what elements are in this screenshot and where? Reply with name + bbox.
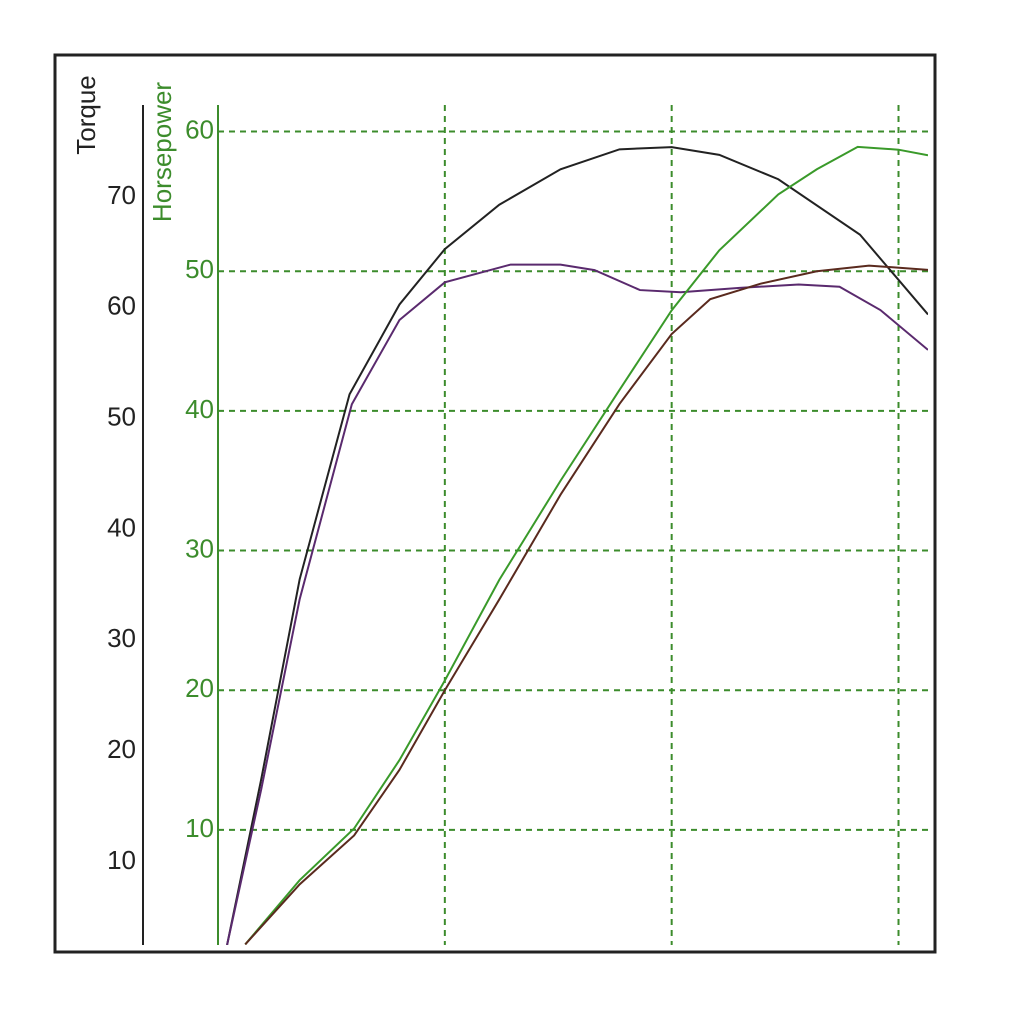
y2-tick-label: 50 (185, 254, 214, 284)
series-line (226, 263, 928, 945)
y2-tick-label: 20 (185, 673, 214, 703)
y2-tick-label: 10 (185, 813, 214, 843)
y-tick-label: 50 (107, 401, 136, 431)
y2-axis-title: Horsepower (147, 82, 177, 223)
frame (53, 53, 937, 954)
y-tick-label: 30 (107, 623, 136, 653)
y2-tick-label: 30 (185, 533, 214, 563)
series-line (244, 264, 928, 945)
y-tick-label: 60 (107, 291, 136, 321)
series-line (226, 146, 928, 945)
y-tick-label: 40 (107, 512, 136, 542)
y-tick-label: 70 (107, 180, 136, 210)
y-axis-title: Torque (71, 75, 101, 155)
y-tick-label: 10 (107, 845, 136, 875)
series-line (244, 145, 928, 945)
y2-tick-label: 40 (185, 394, 214, 424)
y2-tick-label: 60 (185, 114, 214, 144)
y-tick-label: 20 (107, 734, 136, 764)
plot-area (226, 145, 928, 945)
